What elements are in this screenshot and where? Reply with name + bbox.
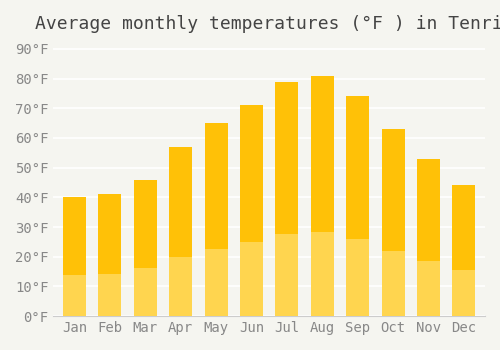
Bar — [311, 232, 334, 316]
Bar — [346, 96, 369, 316]
Bar — [382, 251, 404, 316]
Bar — [240, 242, 263, 316]
Bar — [204, 248, 228, 316]
Bar — [63, 274, 86, 316]
Bar — [134, 180, 157, 316]
Bar — [276, 234, 298, 316]
Bar — [204, 123, 228, 316]
Bar — [98, 273, 122, 316]
Bar — [169, 257, 192, 316]
Bar — [417, 159, 440, 316]
Bar — [346, 239, 369, 316]
Bar — [417, 261, 440, 316]
Bar — [98, 194, 122, 316]
Bar — [276, 82, 298, 316]
Bar — [452, 186, 475, 316]
Bar — [452, 271, 475, 316]
Bar — [169, 147, 192, 316]
Bar — [240, 105, 263, 316]
Title: Average monthly temperatures (°F ) in Tenri: Average monthly temperatures (°F ) in Te… — [36, 15, 500, 33]
Bar — [311, 76, 334, 316]
Bar — [134, 268, 157, 316]
Bar — [382, 129, 404, 316]
Bar — [63, 197, 86, 316]
